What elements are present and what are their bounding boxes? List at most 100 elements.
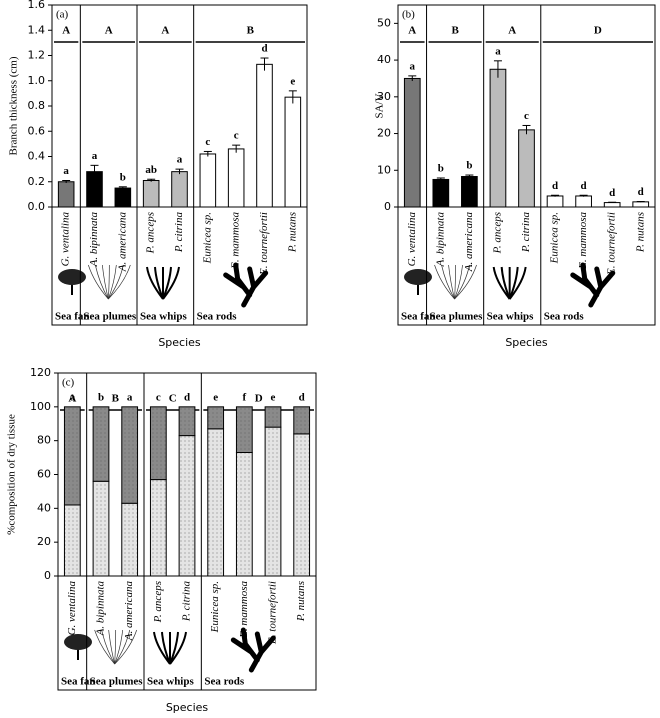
bar [518,129,535,208]
bar-segment [235,406,253,454]
icon-frond [101,629,115,665]
bar [461,176,478,208]
error-bar [288,90,297,104]
x-tick-label: P. anceps [491,212,503,254]
x-tick-label: P. nutans [286,212,298,253]
y-axis-label: SA/V [374,93,386,118]
x-tick-label: A. americana [116,212,128,273]
x-tick-label: A. bipinnata [88,212,100,268]
icon-sea-rod [230,627,276,673]
icon-rod [230,627,276,673]
bar-letter: e [290,75,295,87]
x-tick-label: P. citrina [173,212,185,254]
group-name: Sea plumes [90,676,144,688]
group-name: Sea fan [55,311,90,323]
y-tick-label: 20 [37,535,51,548]
icon-sea-fan [58,269,86,295]
bar-letter: ab [145,164,157,176]
y-tick-label: 40 [37,501,51,514]
bar-letter: a [127,391,133,403]
icon-sea-fan [404,269,432,295]
bar-letter: a [63,165,69,177]
icon-whip [146,266,164,300]
bar-letter: e [213,391,218,403]
x-tick-label: A. bipinnata [95,581,107,637]
icon-frond [454,264,456,300]
y-tick-label: 0 [384,200,391,213]
bar [171,171,188,208]
bar [114,187,132,208]
x-tick-label: A. americana [123,581,135,642]
bar-segment [63,406,81,506]
icon-whip [161,631,171,665]
icon-sea-plume [88,264,131,300]
bar-letter: c [524,110,529,122]
bar-letter: d [184,391,190,403]
x-tick-label: P. nutans [634,212,646,253]
x-tick-label: Eunicea sp. [209,581,221,633]
y-tick-label: 0.6 [28,124,46,137]
x-tick-label: P. nutans [295,581,307,622]
bar [432,178,450,208]
bar [256,63,273,208]
icon-frond [94,629,115,665]
y-tick-label: 80 [37,434,51,447]
icon-whip [500,266,511,300]
icon-sea-rod [223,262,269,308]
bar-letter: c [156,391,161,403]
x-tick-label: P. citrina [181,581,193,623]
group-letter: A [408,25,416,37]
bar-segment [92,406,110,482]
bar-segment [293,433,311,577]
bar [489,68,507,208]
group-name: Sea rods [204,676,245,688]
bar-letter: d [609,187,615,199]
error-bar [436,177,445,181]
bar-letter: d [552,180,558,192]
y-tick-label: 0.4 [28,150,46,163]
error-bar [147,178,156,182]
y-tick-label: 50 [377,16,391,29]
x-tick-label: P. anceps [145,212,157,254]
x-tick-label: E. tournefortii [258,212,270,276]
bar [575,195,592,208]
group-letter: D [594,25,602,37]
icon-frond [108,264,117,300]
error-bar [522,124,531,135]
error-bar [636,200,645,203]
panel-frame [51,4,308,326]
bar-letter: b [120,171,126,183]
group-name: Sea whips [140,311,187,323]
y-axis-label: Branch thickness (cm) [8,56,20,155]
group-name: Sea plumes [83,311,137,323]
group-name: Sea rods [544,311,585,323]
group-letter: B [451,25,459,37]
x-axis-label: Species [158,336,201,349]
y-tick-label: 0 [44,569,51,582]
bar [284,96,302,208]
x-tick-label: G. ventalina [60,212,72,267]
y-tick-label: 40 [377,53,391,66]
error-bar [260,57,269,71]
panel-label: (a) [56,9,69,21]
icon-sea-fan [64,634,92,660]
y-tick-label: 20 [377,127,391,140]
icon-crown [64,634,92,650]
icon-crown [404,269,432,285]
icon-frond [101,264,109,300]
bar-letter: c [205,136,210,148]
error-bar [579,194,588,197]
panel-frame [397,4,656,326]
error-bar [465,174,474,178]
y-tick-label: 1.4 [28,23,46,36]
bar-letter: a [70,391,76,403]
icon-frond [454,264,477,300]
group-letter: A [62,25,70,37]
bar-letter: c [234,130,239,142]
bar-segment [235,452,253,577]
icon-frond [434,264,455,300]
icon-frond [441,264,455,300]
icon-frond [108,264,124,300]
bar-segment [178,406,196,437]
icon-frond [94,264,109,300]
